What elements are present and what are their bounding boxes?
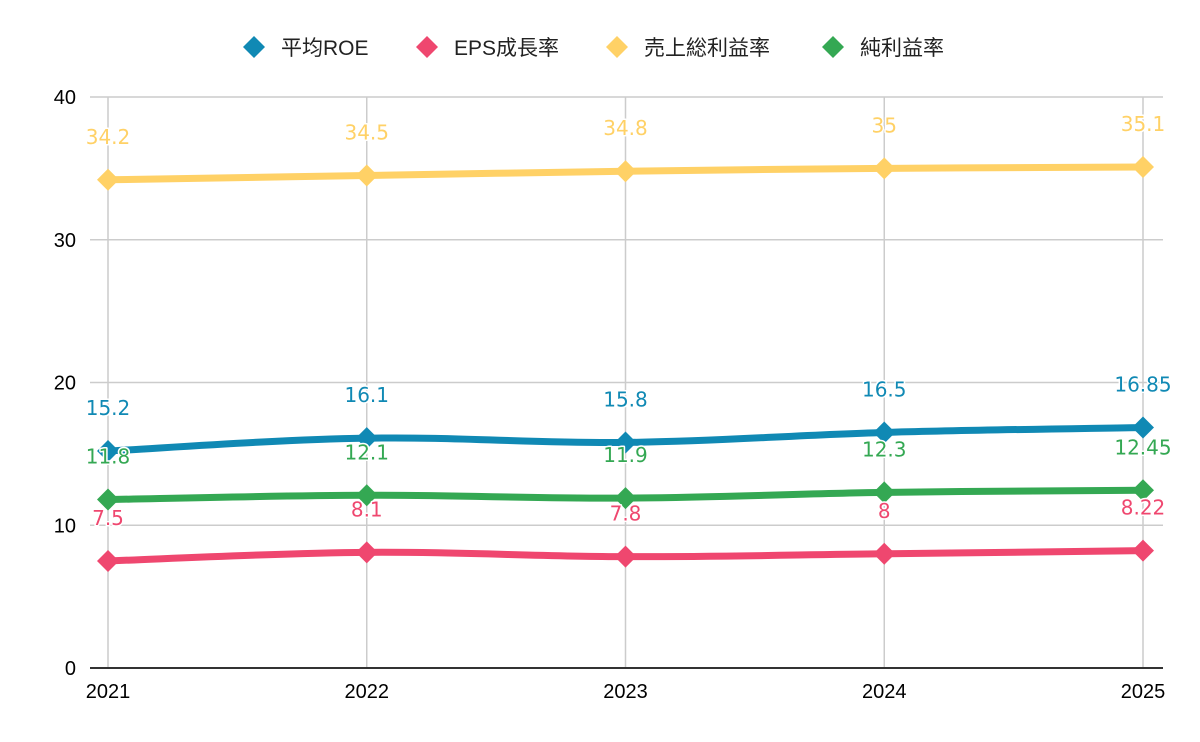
y-axis-ticks: 0 10 20 30 40 — [54, 87, 76, 680]
data-point-marker — [1132, 155, 1154, 178]
data-point-marker — [614, 487, 637, 510]
legend-diamond-icon — [243, 36, 265, 58]
legend-diamond-icon — [822, 36, 844, 58]
data-point-marker — [97, 488, 119, 511]
data-label: 11.8 — [86, 445, 131, 469]
legend-label: EPS成長率 — [454, 37, 559, 60]
series-3 — [97, 155, 1154, 191]
data-point-marker — [873, 542, 896, 565]
data-label: 34.8 — [603, 116, 648, 140]
data-point-marker — [355, 164, 378, 187]
legend-label: 平均ROE — [281, 37, 369, 60]
data-label: 8.22 — [1121, 496, 1166, 520]
legend-item-4: 純利益率 — [822, 36, 944, 60]
legend-diamond-icon — [416, 36, 438, 58]
data-point-marker — [614, 431, 637, 454]
data-label: 15.8 — [603, 387, 648, 411]
x-axis-ticks: 2021 2022 2023 2024 2025 — [86, 681, 1166, 703]
legend-item-3: 売上総利益率 — [606, 36, 770, 60]
series-1 — [97, 416, 1154, 463]
data-label: 16.5 — [862, 377, 907, 401]
data-point-marker — [614, 545, 637, 568]
legend-label: 純利益率 — [860, 37, 944, 60]
y-tick-label: 20 — [54, 373, 76, 395]
data-point-marker — [97, 168, 119, 191]
data-point-marker — [97, 440, 119, 463]
y-tick-label: 30 — [54, 230, 76, 252]
legend-diamond-icon — [606, 36, 628, 58]
data-point-marker — [355, 541, 378, 564]
data-label: 34.2 — [86, 125, 131, 149]
data-point-marker — [355, 484, 378, 507]
data-label: 35.1 — [1121, 112, 1166, 136]
x-tick-label: 2021 — [86, 681, 131, 703]
data-point-marker — [873, 421, 896, 444]
data-point-marker — [1132, 539, 1154, 562]
y-tick-label: 10 — [54, 515, 76, 537]
data-label: 16.85 — [1114, 372, 1171, 396]
data-label: 15.2 — [86, 396, 131, 420]
y-tick-label: 40 — [54, 87, 76, 109]
data-label: 8.1 — [351, 497, 383, 521]
data-point-marker — [614, 160, 637, 183]
data-labels: 34.2 34.5 34.8 35 35.1 7.5 8.1 7.8 8 8.22 11.8 12.1… — [84, 110, 1173, 531]
gridlines — [90, 96, 1163, 668]
data-label: 12.1 — [344, 440, 389, 464]
series-group — [97, 155, 1154, 572]
data-label: 8 — [878, 499, 891, 523]
data-point-marker — [873, 481, 896, 504]
y-tick-label: 0 — [65, 658, 76, 680]
series-4 — [97, 479, 1154, 511]
data-point-marker — [355, 427, 378, 450]
legend: 平均ROE EPS成長率 売上総利益率 純利益率 — [243, 36, 944, 60]
data-label: 34.5 — [344, 121, 389, 145]
x-tick-label: 2022 — [345, 681, 390, 703]
data-label: 12.3 — [862, 437, 907, 461]
legend-item-2: EPS成長率 — [416, 36, 559, 60]
data-label: 35 — [872, 113, 897, 137]
data-point-marker — [1132, 479, 1154, 502]
x-tick-label: 2025 — [1121, 681, 1166, 703]
data-label: 7.8 — [610, 502, 642, 526]
legend-item-1: 平均ROE — [243, 36, 369, 60]
data-label: 16.1 — [344, 383, 389, 407]
x-tick-label: 2023 — [603, 681, 648, 703]
legend-label: 売上総利益率 — [644, 37, 770, 60]
data-point-marker — [873, 157, 896, 180]
x-tick-label: 2024 — [862, 681, 907, 703]
data-label: 11.9 — [603, 443, 648, 467]
data-point-marker — [1132, 416, 1154, 439]
data-label: 7.5 — [92, 506, 124, 530]
data-point-marker — [97, 549, 119, 572]
series-2 — [97, 539, 1154, 572]
data-label: 12.45 — [1114, 435, 1171, 459]
